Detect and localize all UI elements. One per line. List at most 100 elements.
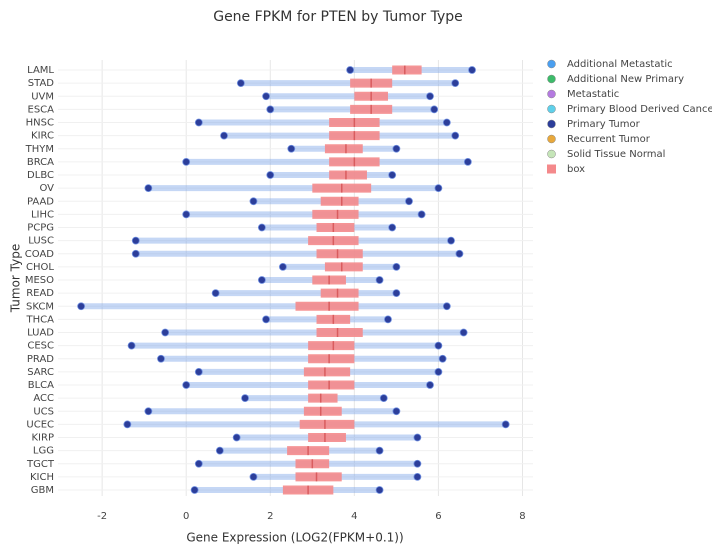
point (392, 407, 401, 416)
x-tick-label: -2 (97, 511, 107, 522)
y-tick-label: CESC (27, 341, 54, 352)
point (379, 394, 388, 403)
point (388, 171, 397, 179)
y-tick-label: KIRP (32, 433, 55, 444)
point (182, 381, 191, 389)
point (392, 289, 401, 298)
y-tick-label: KICH (30, 472, 54, 483)
y-tick-label: KIRC (31, 131, 54, 142)
y-tick-label: BRCA (27, 157, 54, 168)
legend-swatch (547, 119, 556, 129)
point (346, 66, 355, 74)
point (77, 302, 86, 311)
y-tick-label: LGG (33, 446, 54, 457)
point (392, 262, 401, 271)
point (123, 420, 132, 429)
point (211, 289, 220, 298)
y-axis-title: Tumor Type (9, 244, 23, 313)
box (316, 223, 355, 232)
point (182, 210, 191, 219)
box (308, 354, 355, 364)
point (161, 328, 170, 337)
y-tick-label: THCA (26, 314, 55, 325)
y-tick-label: HNSC (26, 118, 54, 129)
x-axis-title: Gene Expression (LOG2(FPKM+0.1)) (186, 531, 403, 545)
point (194, 367, 203, 376)
point (257, 223, 266, 232)
point (430, 105, 439, 114)
point (144, 407, 153, 416)
point (220, 131, 228, 140)
x-tick-label: 2 (267, 511, 273, 522)
point (413, 459, 422, 468)
x-tick-label: 8 (519, 511, 525, 522)
point (215, 446, 224, 455)
box (295, 472, 342, 482)
point (442, 118, 451, 127)
point (232, 433, 241, 442)
point (447, 236, 455, 245)
point (388, 223, 397, 232)
point (257, 276, 266, 284)
box (324, 144, 363, 154)
point (236, 79, 245, 88)
x-tick-label: 0 (183, 511, 189, 522)
box (316, 249, 363, 259)
y-tick-label: THYM (25, 144, 54, 155)
point (278, 262, 287, 271)
y-tick-label: SKCM (26, 301, 54, 312)
y-tick-label: DLBC (27, 170, 54, 181)
legend-label: Solid Tissue Normal (567, 149, 665, 160)
point (266, 105, 275, 114)
point (426, 381, 434, 389)
point (438, 354, 447, 363)
y-tick-label: TGCT (26, 459, 55, 470)
point (434, 341, 443, 350)
legend-swatch (547, 74, 556, 84)
y-tick-label: MESO (25, 275, 54, 286)
box (308, 341, 355, 351)
y-tick-label: ACC (33, 393, 54, 404)
y-tick-label: GBM (31, 485, 54, 496)
y-tick-label: PCPG (27, 223, 54, 234)
point (468, 66, 476, 74)
point (262, 315, 270, 324)
point (451, 79, 460, 88)
legend-swatch (547, 149, 556, 159)
point (442, 302, 451, 311)
y-tick-label: UCEC (26, 419, 54, 430)
box (320, 196, 359, 206)
point (455, 249, 464, 258)
y-tick-label: PAAD (27, 196, 54, 207)
point (131, 249, 140, 258)
legend-swatch (547, 59, 556, 69)
point (392, 144, 401, 153)
y-tick-label: READ (26, 288, 54, 299)
y-tick-label: CHOL (26, 262, 54, 273)
legend-swatch (547, 89, 556, 99)
y-tick-label: UCS (33, 406, 54, 417)
y-tick-label: STAD (28, 78, 55, 89)
box (308, 393, 338, 403)
legend-label: Recurrent Tumor (567, 134, 651, 145)
point (194, 459, 203, 468)
legend-label: Metastatic (567, 89, 619, 100)
point (434, 367, 443, 376)
point (287, 144, 296, 153)
point (262, 92, 270, 101)
y-tick-label: UVM (31, 91, 54, 102)
y-tick-label: OV (39, 183, 54, 194)
point (131, 236, 140, 245)
legend-label: Additional New Primary (567, 74, 684, 85)
point (194, 118, 203, 127)
point (384, 315, 392, 324)
x-tick-label: 6 (435, 511, 441, 522)
box (308, 433, 346, 442)
point (241, 394, 249, 403)
point (459, 328, 468, 337)
point (463, 157, 472, 166)
legend-label: Primary Tumor (567, 119, 641, 130)
point (249, 472, 258, 481)
y-tick-label: COAD (25, 249, 55, 260)
